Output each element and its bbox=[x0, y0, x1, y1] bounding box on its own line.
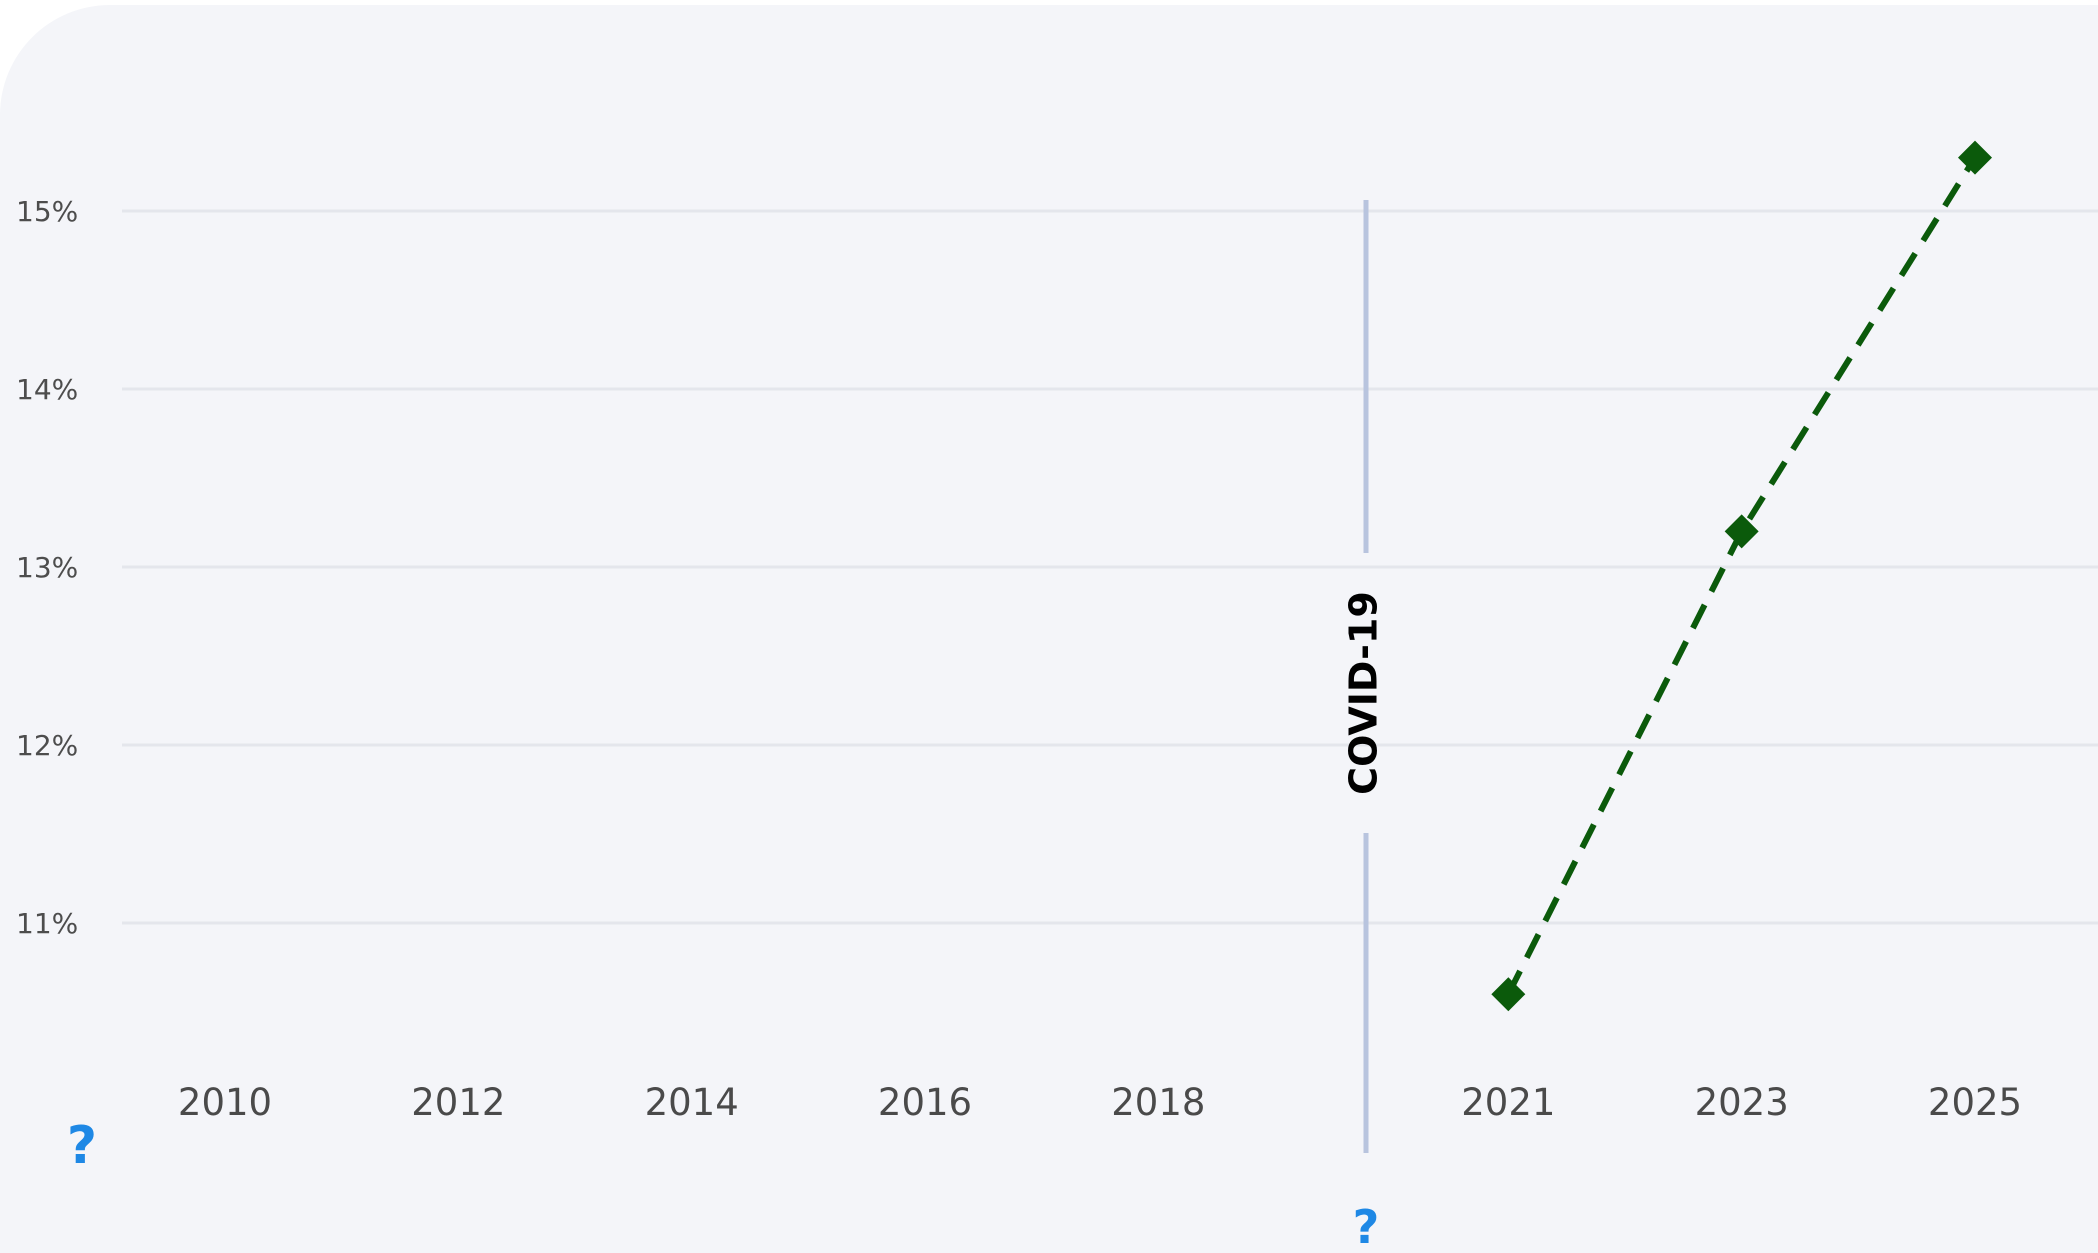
chart-card bbox=[0, 5, 2098, 1253]
y-tick-label: 11% bbox=[16, 907, 78, 940]
x-tick-label: 2025 bbox=[1928, 1081, 2022, 1124]
x-tick-label: 2010 bbox=[178, 1081, 272, 1124]
y-tick-label: 14% bbox=[16, 373, 78, 406]
help-icon-left[interactable]: ? bbox=[67, 1116, 97, 1176]
y-tick-label: 15% bbox=[16, 195, 78, 228]
y-tick-label: 13% bbox=[16, 551, 78, 584]
y-axis-ticks: 11% 12% 13% 14% 15% bbox=[16, 195, 78, 940]
series-line bbox=[1491, 140, 1992, 1012]
data-point-2021 bbox=[1491, 977, 1526, 1012]
series-line-path bbox=[1505, 156, 1978, 996]
x-axis-ticks: 2010 2012 2014 2016 2018 2021 2023 2025 bbox=[178, 1081, 2022, 1124]
x-tick-label: 2018 bbox=[1111, 1081, 1205, 1124]
x-tick-label: 2012 bbox=[411, 1081, 505, 1124]
data-point-2023 bbox=[1724, 514, 1759, 549]
covid-annotation: COVID-19 bbox=[1342, 200, 1386, 1153]
x-tick-label: 2021 bbox=[1461, 1081, 1555, 1124]
gridlines bbox=[122, 209, 2098, 925]
data-point-2025 bbox=[1958, 140, 1992, 175]
x-tick-label: 2023 bbox=[1695, 1081, 1789, 1124]
covid-marker-label: COVID-19 bbox=[1342, 591, 1386, 795]
help-icon-bottom[interactable]: ? bbox=[1353, 1200, 1380, 1253]
y-tick-label: 12% bbox=[16, 729, 78, 762]
x-tick-label: 2014 bbox=[645, 1081, 739, 1124]
x-tick-label: 2016 bbox=[878, 1081, 972, 1124]
